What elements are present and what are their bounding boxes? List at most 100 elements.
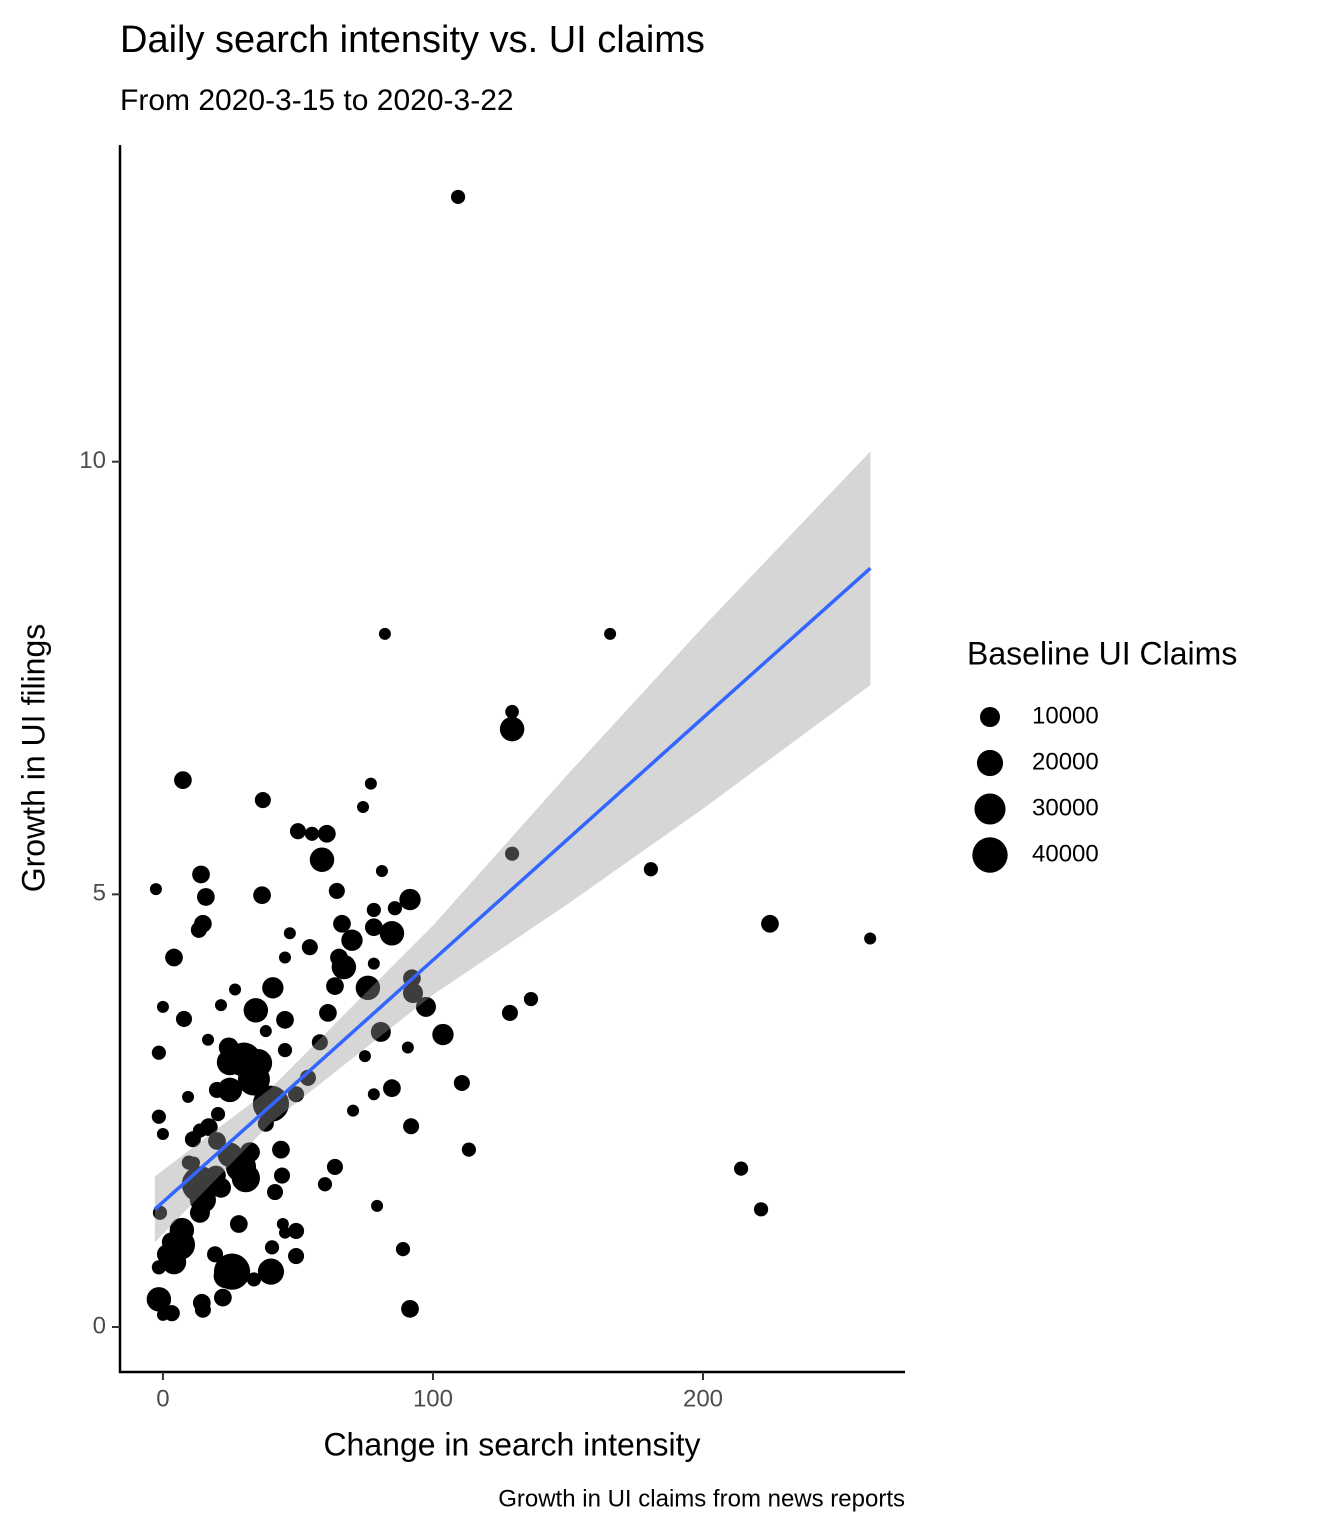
- fit-line: [153, 566, 872, 1211]
- point: [604, 627, 617, 640]
- point: [259, 1025, 272, 1038]
- legend-label: 10000: [1032, 702, 1099, 729]
- point: [208, 1081, 225, 1098]
- point: [347, 1104, 360, 1117]
- y-tick-label: 0: [93, 1312, 106, 1339]
- point: [415, 996, 436, 1017]
- point: [257, 1258, 285, 1285]
- point: [208, 1132, 226, 1150]
- point: [278, 951, 292, 964]
- point: [273, 1167, 291, 1184]
- point: [379, 921, 405, 946]
- point: [254, 792, 271, 809]
- point: [450, 189, 466, 205]
- y-tick-label: 10: [79, 447, 106, 474]
- point: [276, 1010, 294, 1029]
- chart-subtitle: From 2020-3-15 to 2020-3-22: [120, 84, 514, 117]
- point: [364, 777, 377, 790]
- point: [499, 716, 525, 742]
- point: [383, 1079, 401, 1098]
- point: [192, 865, 210, 884]
- legend-size-key: [976, 749, 1004, 777]
- point: [357, 800, 370, 813]
- point: [311, 1034, 328, 1051]
- point: [165, 948, 183, 967]
- point: [331, 954, 357, 980]
- point: [146, 1287, 172, 1312]
- point: [189, 1202, 210, 1223]
- point: [213, 1263, 239, 1289]
- point: [432, 1023, 454, 1046]
- point: [367, 957, 380, 970]
- point: [341, 929, 363, 951]
- legend-label: 40000: [1032, 840, 1099, 867]
- point: [243, 998, 269, 1023]
- point: [366, 902, 381, 918]
- point: [214, 999, 228, 1012]
- point: [326, 977, 344, 995]
- point: [278, 1226, 292, 1239]
- point: [207, 1246, 224, 1263]
- point: [317, 824, 336, 843]
- point: [355, 975, 381, 1001]
- point: [272, 1140, 290, 1159]
- point: [181, 1155, 196, 1170]
- point: [399, 888, 421, 911]
- point: [364, 918, 383, 937]
- point: [403, 1118, 420, 1135]
- point: [319, 1004, 337, 1022]
- x-axis-label: Change in search intensity: [323, 1426, 700, 1462]
- legend-label: 20000: [1032, 748, 1099, 775]
- legend-size-key: [972, 837, 1008, 873]
- point: [182, 1090, 195, 1103]
- point: [210, 1177, 231, 1198]
- point: [190, 921, 207, 938]
- x-tick-label: 200: [683, 1385, 723, 1412]
- point: [156, 1000, 169, 1013]
- point: [733, 1161, 749, 1176]
- point: [288, 1222, 305, 1239]
- legend-label: 30000: [1032, 794, 1099, 821]
- point: [358, 1050, 371, 1063]
- point: [151, 1045, 166, 1060]
- y-axis-label: Growth in UI filings: [15, 624, 51, 893]
- point: [378, 627, 391, 640]
- point: [214, 1288, 232, 1307]
- point: [277, 1043, 293, 1058]
- point: [266, 1183, 284, 1201]
- point: [370, 1021, 391, 1042]
- point: [395, 1242, 411, 1257]
- point: [194, 1301, 211, 1318]
- caption: Growth in UI claims from news reports: [498, 1485, 905, 1512]
- point: [229, 1215, 248, 1233]
- legend-size-key: [980, 707, 1000, 727]
- point: [151, 1260, 166, 1275]
- x-tick-label: 0: [156, 1385, 169, 1412]
- point: [283, 927, 296, 940]
- point: [453, 1074, 470, 1092]
- point: [402, 982, 423, 1003]
- point: [753, 1202, 769, 1217]
- chart-title: Daily search intensity vs. UI claims: [120, 19, 705, 61]
- point: [216, 1049, 243, 1076]
- legend-size-key: [974, 793, 1006, 825]
- y-tick-label: 5: [93, 880, 106, 907]
- legend-title: Baseline UI Claims: [967, 635, 1237, 671]
- x-tick-label: 100: [413, 1385, 453, 1412]
- point: [156, 1128, 169, 1141]
- point: [262, 977, 284, 999]
- point: [289, 823, 306, 840]
- point: [257, 1115, 274, 1132]
- point: [326, 1158, 343, 1175]
- point: [237, 1063, 270, 1096]
- point: [309, 847, 335, 872]
- point: [401, 1041, 414, 1054]
- legend: 10000 20000 30000 40000: [972, 702, 1099, 873]
- point: [367, 1088, 380, 1101]
- point: [217, 1077, 243, 1103]
- point: [761, 914, 779, 933]
- point: [461, 1142, 476, 1157]
- point: [175, 1010, 193, 1027]
- point: [149, 883, 162, 896]
- point: [246, 1272, 262, 1287]
